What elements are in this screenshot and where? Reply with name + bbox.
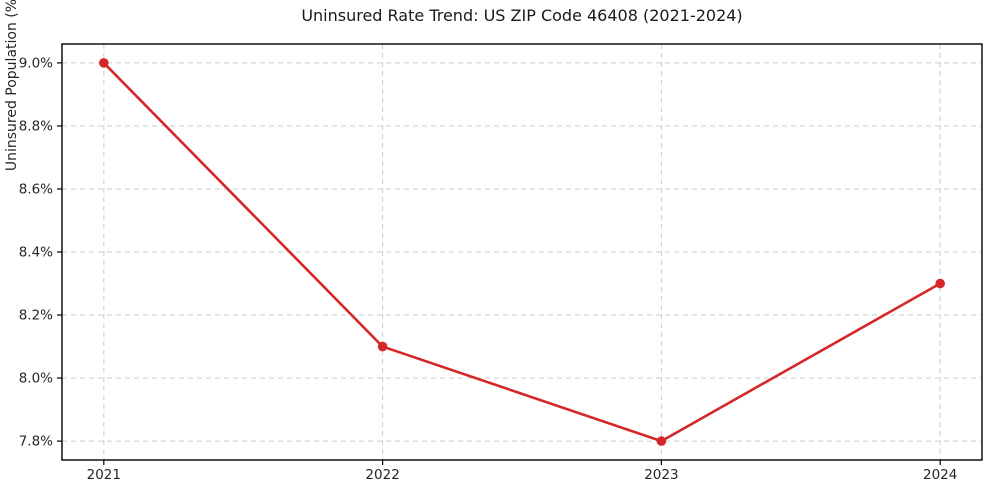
x-tick-label: 2021 xyxy=(87,467,121,483)
y-tick-label: 8.4% xyxy=(19,245,53,261)
y-tick-label: 8.8% xyxy=(19,118,53,134)
data-point-marker xyxy=(377,341,388,352)
y-tick-label: 8.2% xyxy=(19,308,53,324)
y-tick-label: 7.8% xyxy=(19,434,53,450)
data-point-marker xyxy=(935,278,945,289)
plot-border xyxy=(61,43,983,461)
data-point-marker xyxy=(656,436,667,446)
y-tick-label: 9.0% xyxy=(19,55,53,71)
y-tick-label: 8.6% xyxy=(19,181,53,197)
x-tick-label: 2023 xyxy=(644,467,678,483)
x-tick-label: 2024 xyxy=(923,467,957,483)
chart-title: Uninsured Rate Trend: US ZIP Code 46408 … xyxy=(301,6,743,25)
y-tick-label: 8.0% xyxy=(19,371,53,387)
data-point-marker xyxy=(99,58,109,68)
trend-line xyxy=(102,61,942,443)
x-tick-label: 2022 xyxy=(365,467,399,483)
